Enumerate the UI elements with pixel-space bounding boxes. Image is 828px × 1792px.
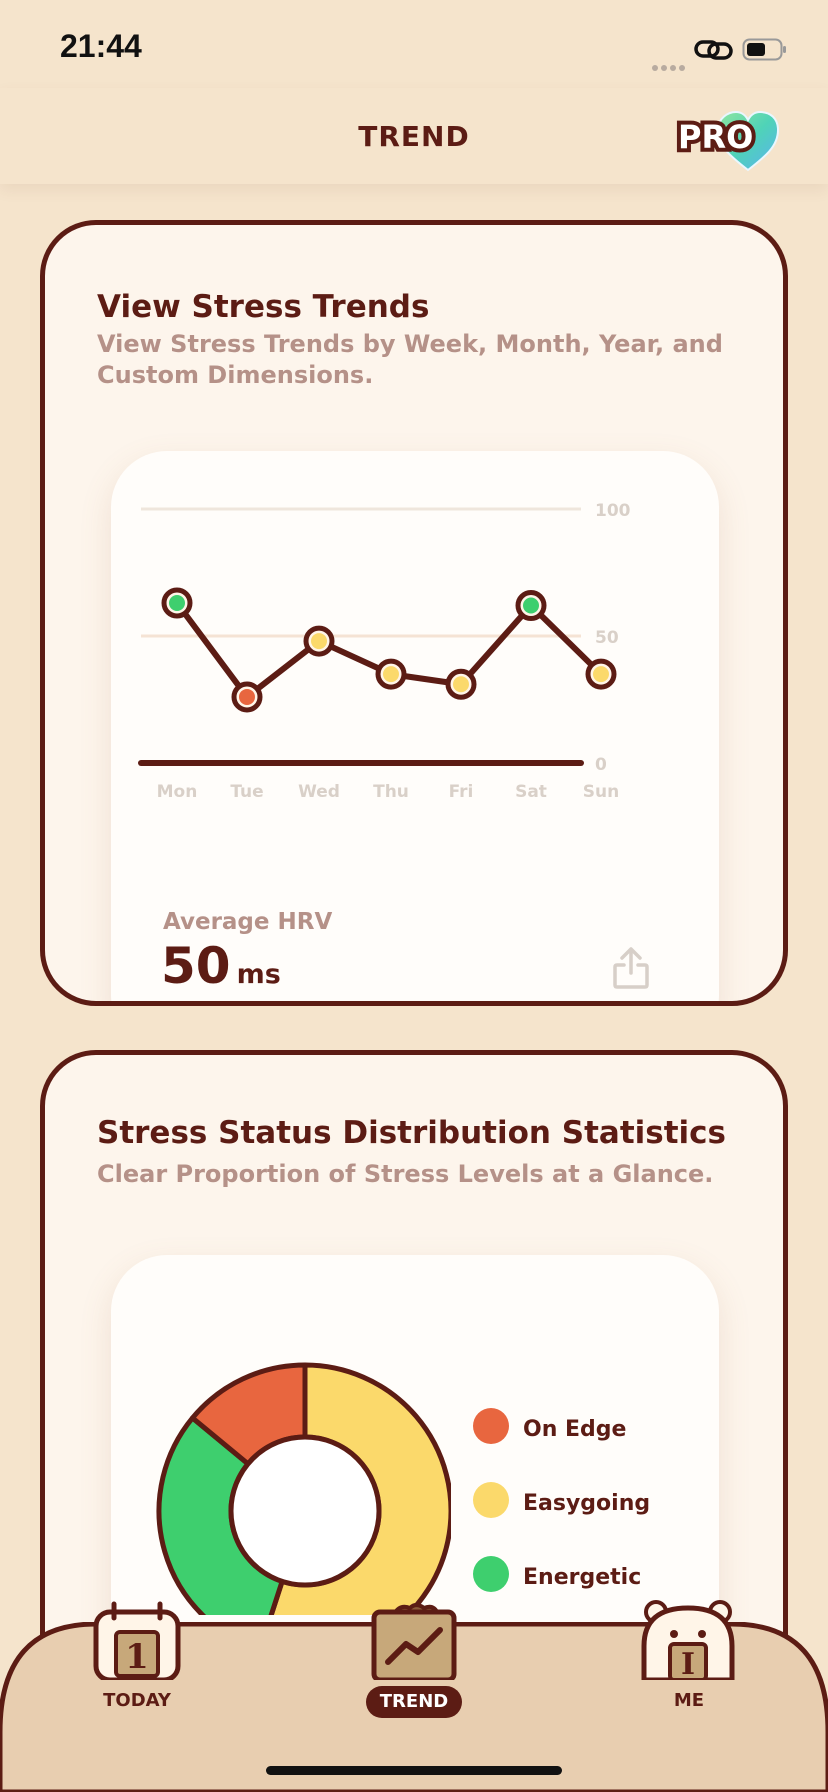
link-icon [694, 40, 733, 60]
legend-swatch [473, 1408, 509, 1444]
svg-text:I: I [681, 1647, 695, 1680]
data-point-fill [169, 594, 185, 611]
stress-donut-chart [156, 1362, 451, 1615]
trend-chart-icon [371, 1603, 457, 1683]
y-tick-label: 100 [595, 501, 631, 521]
donut-hole [228, 1434, 382, 1588]
tab-today-label: TODAY [103, 1690, 171, 1711]
x-tick-label: Sat [515, 782, 547, 802]
tab-me-label: ME [673, 1690, 705, 1711]
card-subtitle: Clear Proportion of Stress Levels at a G… [97, 1160, 714, 1188]
x-tick-label: Wed [298, 782, 340, 802]
hrv-chart-panel: 0 50 100 Mon Tue Wed Thu Fri Sat Sun Average HRV … [111, 451, 719, 1001]
legend-swatch [473, 1556, 509, 1592]
status-time: 21:44 [60, 28, 142, 64]
tab-trend[interactable] [368, 1600, 460, 1683]
data-point-fill [383, 666, 399, 683]
top-nav-bar [0, 88, 828, 184]
tab-trend-label: TREND [366, 1686, 462, 1718]
average-hrv-value: 50 ms [161, 937, 281, 995]
average-hrv-label: Average HRV [163, 909, 333, 935]
card-subtitle: View Stress Trends by Week, Month, Year,… [97, 330, 723, 389]
y-tick-label: 50 [595, 628, 619, 648]
tab-me[interactable]: I [640, 1598, 736, 1683]
x-tick-label: Thu [373, 782, 409, 802]
legend-item-energetic: Energetic [473, 1556, 641, 1592]
calendar-icon: 1 [93, 1601, 181, 1683]
card-title: Stress Status Distribution Statistics [97, 1115, 726, 1151]
data-point-fill [453, 676, 469, 693]
legend-swatch [473, 1482, 509, 1518]
signal-icon [652, 56, 690, 71]
card-title: View Stress Trends [97, 289, 430, 325]
x-tick-label: Sun [583, 782, 619, 802]
battery-icon [742, 38, 786, 61]
pro-text: PRO [678, 118, 753, 156]
tab-today[interactable]: 1 [92, 1600, 182, 1683]
pro-badge[interactable]: PRO [672, 108, 784, 174]
home-indicator [266, 1766, 562, 1775]
legend-item-easygoing: Easygoing [473, 1482, 650, 1518]
svg-text:1: 1 [125, 1637, 149, 1677]
x-tick-label: Mon [157, 782, 198, 802]
legend-item-on-edge: On Edge [473, 1408, 626, 1444]
data-point-fill [311, 633, 327, 650]
status-bar: 21:44 [0, 0, 828, 100]
share-icon[interactable] [611, 945, 651, 991]
y-tick-label: 0 [595, 755, 607, 775]
stress-trends-card[interactable]: View Stress Trends View Stress Trends by… [40, 220, 788, 1006]
x-tick-label: Fri [449, 782, 474, 802]
data-point-fill [523, 597, 539, 614]
page-title: TREND [358, 120, 470, 153]
data-point-fill [593, 666, 609, 683]
data-point-fill [239, 688, 255, 705]
heart-icon [716, 110, 780, 172]
hrv-line-chart: 0 50 100 Mon Tue Wed Thu Fri Sat Sun [138, 501, 631, 802]
x-tick-label: Tue [230, 782, 263, 802]
bear-icon: I [641, 1600, 735, 1683]
